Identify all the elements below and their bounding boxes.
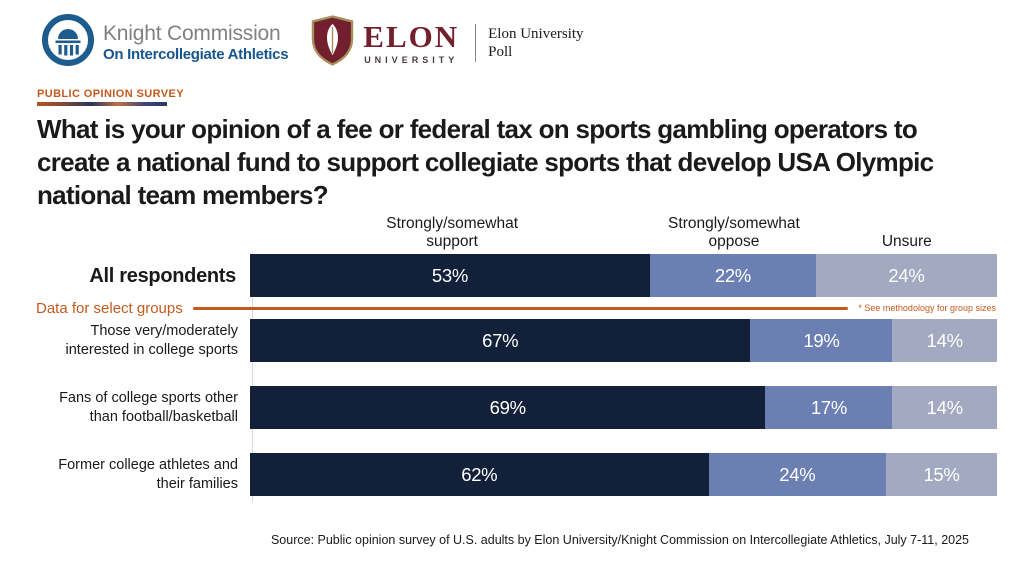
logo-divider — [475, 23, 477, 62]
column-header: Strongly/somewhat support — [253, 215, 651, 251]
row-label: All respondents — [89, 264, 236, 287]
source-note: Source: Public opinion survey of U.S. ad… — [270, 533, 970, 547]
elon-wordmark: ELON UNIVERSITY — [363, 21, 459, 65]
stacked-bar: 67% 19% 14% — [250, 319, 997, 362]
column-header-label: Unsure — [881, 233, 932, 251]
knight-commission-tagline: On Intercollegiate Athletics — [103, 45, 289, 63]
bar-segment: 17% — [765, 386, 893, 429]
bar-segment: 53% — [250, 254, 650, 297]
rotunda-icon — [42, 14, 94, 71]
bar-segment: 19% — [750, 319, 893, 362]
stacked-bar: 62% 24% 15% — [250, 453, 997, 496]
row-label: Former college athletes and their famili… — [58, 456, 238, 492]
bar-segment: 15% — [886, 453, 997, 496]
eyebrow-block: PUBLIC OPINION SURVEY — [37, 88, 1024, 106]
knight-commission-name: Knight Commission — [103, 21, 281, 45]
question-title-line1: What is your opinion of a fee or federal… — [37, 114, 918, 144]
row-label: Fans of college sports other than footba… — [59, 389, 238, 425]
bar-segment: 67% — [250, 319, 751, 362]
question-title-line3: national team members? — [37, 180, 329, 210]
group-divider: Data for select groups * See methodology… — [0, 297, 997, 319]
stacked-bar-chart: Strongly/somewhat support Strongly/somewh… — [0, 214, 997, 502]
methodology-note: * See methodology for group sizes — [858, 303, 996, 313]
group-divider-line — [192, 306, 849, 310]
column-header-label: Strongly/somewhat support — [386, 215, 519, 251]
elon-name: ELON — [363, 18, 460, 54]
brand-header: Knight Commission On Intercollegiate Ath… — [0, 0, 1024, 71]
eyebrow-label: PUBLIC OPINION SURVEY — [37, 88, 184, 100]
chart-row: All respondents 53% 22% 24% — [0, 254, 997, 297]
chart-row: Those very/moderately interested in coll… — [0, 319, 997, 362]
bar-segment: 69% — [250, 386, 766, 429]
bar-segment: 14% — [892, 386, 997, 429]
column-headers: Strongly/somewhat support Strongly/somewh… — [253, 214, 997, 254]
bar-segment: 24% — [708, 453, 887, 496]
chart-row: Former college athletes and their famili… — [0, 453, 997, 496]
bar-segment: 22% — [649, 254, 816, 297]
bar-segment: 62% — [250, 453, 709, 496]
chart-row: Fans of college sports other than footba… — [0, 386, 997, 429]
question-title: What is your opinion of a fee or federal… — [37, 113, 1024, 212]
elon-university-poll-logo: ELON UNIVERSITY Elon University Poll — [310, 14, 584, 71]
question-title-line2: create a national fund to support colleg… — [37, 147, 934, 177]
stacked-bar: 53% 22% 24% — [250, 254, 997, 297]
all-respondents-region: All respondents 53% 22% 24% — [0, 254, 997, 297]
group-divider-label: Data for select groups — [36, 299, 183, 317]
row-label: Those very/moderately interested in coll… — [65, 322, 239, 358]
eyebrow-stripe — [37, 102, 167, 106]
knight-commission-wordmark: Knight Commission On Intercollegiate Ath… — [103, 21, 289, 63]
stacked-bar: 69% 17% 14% — [250, 386, 997, 429]
bar-segment: 24% — [815, 254, 997, 297]
elon-poll-line2: Poll — [488, 43, 513, 60]
bar-segment: 14% — [892, 319, 997, 362]
elon-shield-icon — [310, 14, 355, 71]
select-groups-region: Those very/moderately interested in coll… — [0, 319, 997, 496]
axis-line — [252, 252, 253, 502]
elon-poll-line1: Elon University — [488, 25, 584, 42]
column-header: Strongly/somewhat oppose — [651, 215, 816, 251]
elon-university-label: UNIVERSITY — [364, 54, 459, 65]
elon-poll-label: Elon University Poll — [488, 25, 583, 61]
column-header-label: Strongly/somewhat oppose — [668, 215, 800, 251]
column-header: Unsure — [817, 233, 997, 251]
knight-commission-logo: Knight Commission On Intercollegiate Ath… — [42, 14, 289, 71]
